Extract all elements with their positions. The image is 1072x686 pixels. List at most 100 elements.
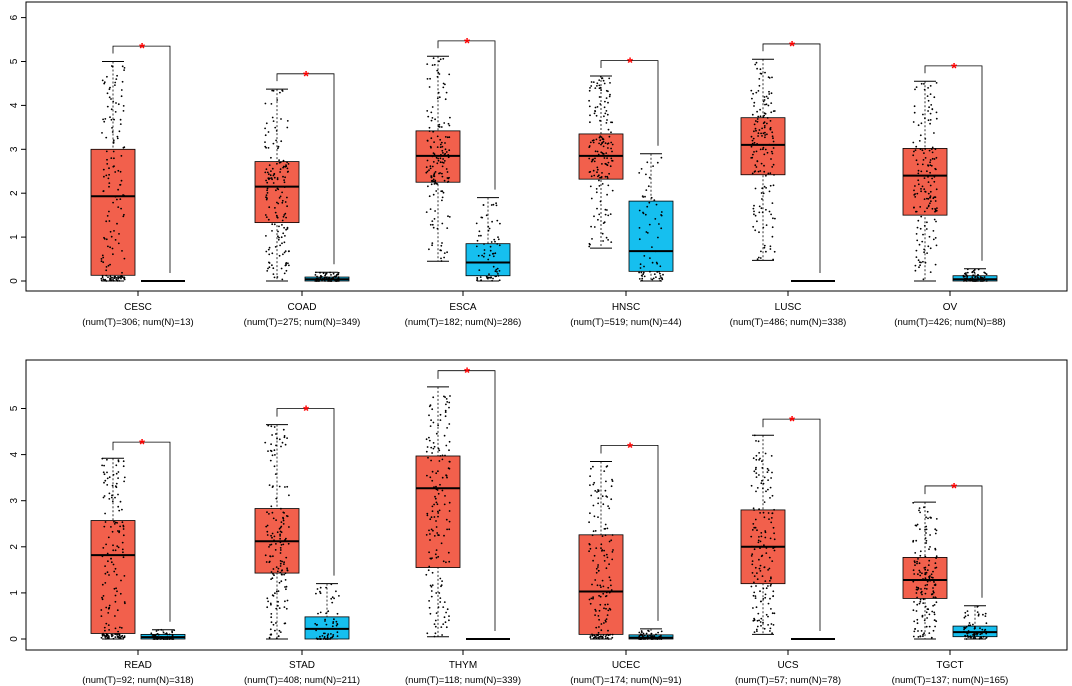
data-point (115, 102, 117, 104)
data-point (448, 560, 451, 563)
data-point (334, 276, 337, 278)
data-point (916, 562, 918, 565)
data-point (802, 638, 805, 640)
data-point (605, 637, 607, 640)
data-point (596, 168, 599, 171)
data-point (917, 586, 920, 589)
data-point (436, 146, 439, 149)
data-point (769, 580, 771, 582)
data-point (984, 612, 987, 615)
data-point (657, 631, 659, 634)
data-point (913, 189, 915, 192)
data-point (433, 535, 436, 537)
data-point (282, 523, 285, 525)
data-point (448, 406, 450, 409)
data-point (973, 280, 976, 282)
data-point (435, 549, 438, 551)
data-point (426, 512, 429, 515)
data-point (922, 260, 924, 263)
data-point (934, 532, 937, 535)
significance-star: * (951, 60, 957, 77)
data-point (429, 77, 431, 80)
data-point (433, 503, 435, 506)
data-point (598, 142, 600, 145)
group-thym: *THYM(num(T)=118; num(N)=339) (405, 365, 521, 686)
data-point (443, 434, 446, 437)
data-point (984, 628, 987, 631)
data-point (608, 563, 610, 566)
data-point (929, 161, 931, 164)
data-point (590, 494, 593, 497)
data-point (111, 247, 114, 250)
data-point (444, 495, 446, 497)
data-point (332, 621, 335, 623)
data-point (929, 190, 932, 193)
data-point (325, 623, 328, 626)
data-point (100, 277, 103, 280)
data-point (594, 608, 597, 611)
data-point (441, 222, 444, 225)
data-point (770, 583, 772, 586)
data-point (497, 273, 499, 275)
data-point (271, 89, 274, 92)
data-point (935, 111, 938, 114)
data-point (435, 592, 438, 594)
significance-star: * (464, 365, 470, 382)
y-tick-label: 3 (9, 497, 20, 503)
data-point (935, 529, 938, 532)
data-point (933, 176, 936, 178)
data-point (763, 627, 766, 630)
data-point (429, 518, 432, 521)
data-point (606, 527, 609, 530)
data-point (494, 252, 497, 255)
data-point (600, 547, 602, 549)
data-point (966, 268, 969, 271)
data-point (106, 471, 108, 474)
data-point (280, 118, 282, 120)
data-point (285, 164, 287, 167)
data-point (114, 594, 117, 597)
data-point (919, 550, 922, 553)
data-point (441, 149, 444, 152)
data-point (764, 452, 767, 455)
data-point (428, 606, 431, 609)
data-point (492, 277, 494, 280)
data-point (752, 207, 755, 210)
data-point (920, 215, 923, 218)
data-point (268, 546, 270, 548)
data-point (152, 280, 154, 282)
data-point (487, 229, 490, 232)
data-point (773, 250, 776, 253)
data-point (592, 559, 594, 562)
data-point (913, 601, 915, 603)
data-point (611, 558, 614, 561)
data-point (607, 505, 609, 507)
data-point (442, 86, 445, 89)
data-point (318, 280, 320, 282)
data-point (270, 578, 272, 580)
data-point (441, 196, 444, 199)
data-point (770, 102, 773, 104)
data-point (985, 622, 988, 625)
data-point (758, 211, 761, 214)
data-point (108, 574, 110, 576)
data-point (611, 636, 614, 639)
data-point (647, 185, 650, 188)
data-point (102, 190, 105, 192)
data-point (603, 106, 606, 109)
data-point (164, 633, 167, 635)
data-point (933, 180, 936, 183)
data-point (770, 521, 773, 524)
data-point (151, 636, 154, 639)
data-point (279, 533, 281, 536)
data-point (431, 106, 434, 108)
data-point (114, 615, 116, 617)
data-point (597, 502, 599, 505)
data-point (108, 88, 111, 91)
data-point (105, 606, 108, 609)
data-point (982, 613, 984, 616)
data-point (605, 591, 608, 594)
data-point (923, 88, 926, 91)
data-point (272, 595, 275, 597)
data-point (279, 549, 282, 551)
